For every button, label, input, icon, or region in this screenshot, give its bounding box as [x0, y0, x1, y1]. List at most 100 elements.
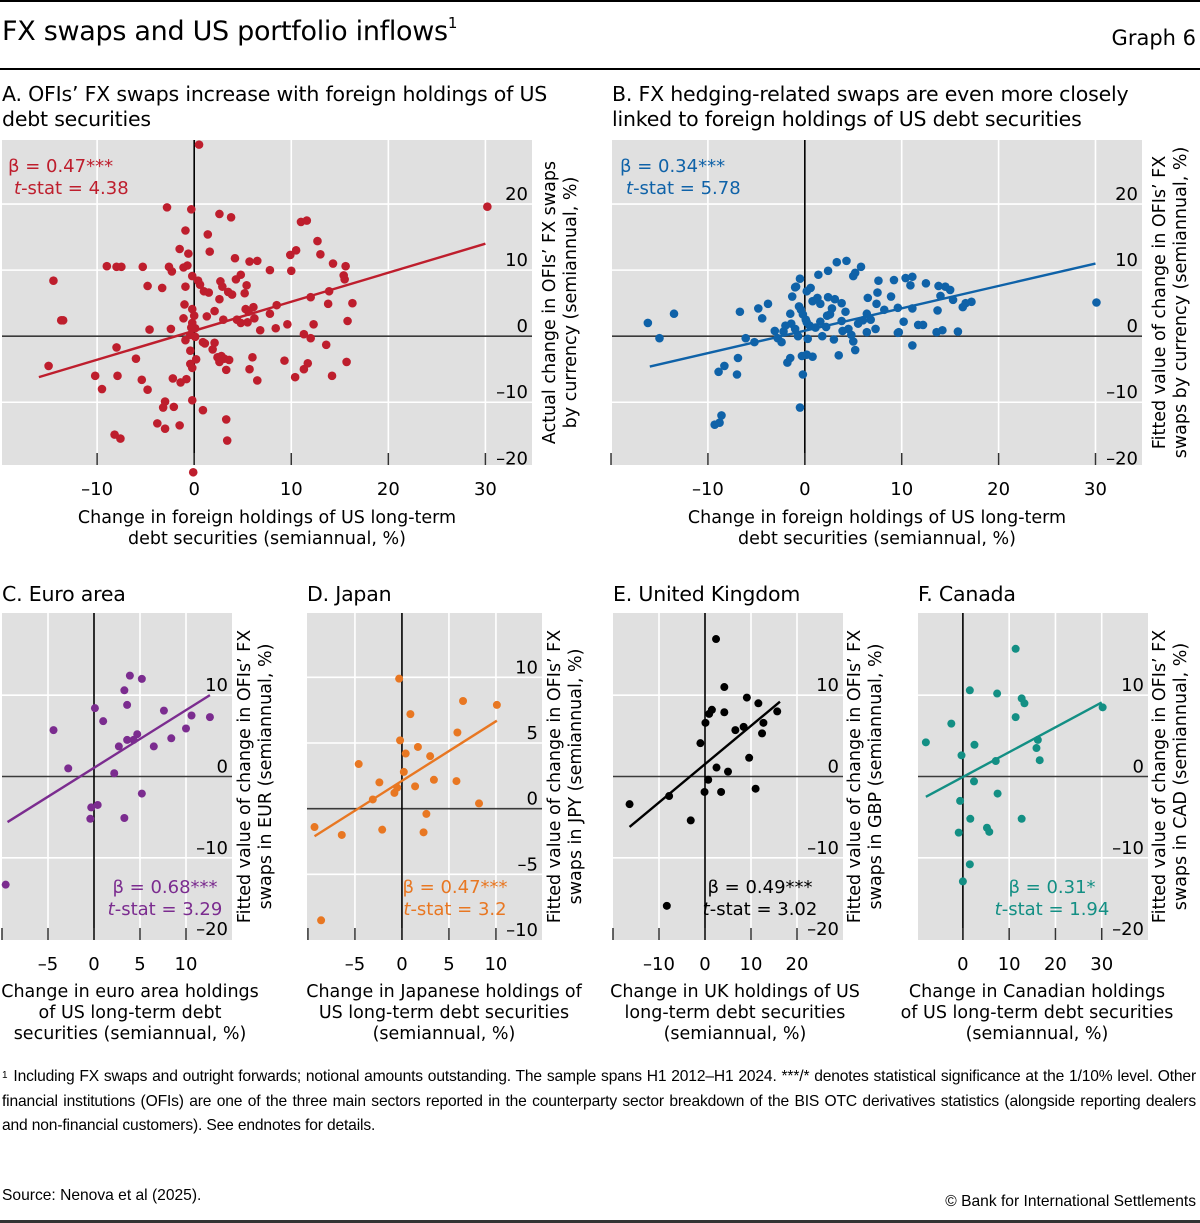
- x-tick-label: 10: [890, 479, 913, 500]
- data-point: [873, 288, 882, 297]
- data-point: [806, 283, 815, 293]
- x-tick-label: –10: [81, 479, 113, 500]
- data-point: [324, 286, 334, 296]
- data-point: [245, 364, 254, 374]
- data-point: [777, 337, 786, 347]
- data-point: [187, 271, 197, 281]
- data-point: [757, 314, 767, 323]
- data-point: [137, 674, 146, 683]
- data-point: [291, 246, 301, 255]
- data-point: [886, 292, 896, 301]
- data-point: [830, 294, 840, 304]
- data-point: [745, 753, 754, 762]
- data-point: [195, 280, 205, 289]
- x-axis-title-line: securities (semiannual, %): [14, 1024, 247, 1044]
- data-point: [131, 354, 141, 363]
- x-axis-title-line: (semiannual, %): [966, 1024, 1109, 1044]
- x-axis-title-line: (semiannual, %): [664, 1024, 807, 1044]
- data-point: [993, 689, 1002, 698]
- data-point: [686, 816, 695, 825]
- data-point: [669, 309, 679, 319]
- x-tick-label: 10: [175, 954, 198, 975]
- x-tick-label: 0: [699, 954, 710, 975]
- x-tick-label: –10: [692, 479, 724, 500]
- tstat-value: -stat = 1.94: [1002, 899, 1110, 920]
- tstat-italic-t: t: [14, 178, 22, 199]
- data-point: [832, 257, 842, 267]
- regression-line: [925, 701, 1103, 798]
- data-point: [354, 760, 363, 769]
- data-point: [137, 375, 147, 385]
- data-point: [957, 751, 966, 760]
- data-point: [110, 769, 119, 778]
- y-axis-title: Fitted value of change in OFIs’ FXswaps …: [545, 630, 586, 923]
- data-point: [227, 290, 237, 299]
- x-tick-label: 5: [443, 954, 454, 975]
- data-point: [230, 253, 240, 263]
- x-tick-label: –10: [643, 954, 675, 975]
- data-point: [313, 236, 322, 246]
- data-point: [936, 291, 945, 301]
- data-point: [921, 738, 930, 747]
- data-point: [821, 322, 831, 332]
- tstat-italic-t: t: [626, 178, 634, 199]
- data-point: [280, 356, 289, 365]
- x-axis-title-line: Change in foreign holdings of US long-te…: [688, 508, 1066, 528]
- data-point: [245, 257, 254, 266]
- x-axis-title-line: debt securities (semiannual, %): [128, 529, 406, 549]
- y-tick-label: –20: [196, 919, 228, 940]
- x-axis-title-line: Change in UK holdings of US: [610, 982, 860, 1002]
- data-point: [1020, 699, 1029, 708]
- data-point: [954, 828, 963, 837]
- data-point: [149, 742, 158, 751]
- data-point: [790, 283, 800, 292]
- data-point: [222, 436, 232, 445]
- data-point: [742, 693, 751, 702]
- x-tick-label: 0: [188, 479, 199, 500]
- panel-c-title: C. Euro area: [2, 582, 126, 607]
- data-point: [401, 749, 410, 758]
- data-point: [862, 327, 872, 337]
- y-tick-label: 20: [1115, 184, 1138, 205]
- data-point: [841, 307, 850, 317]
- data-point: [390, 788, 399, 797]
- data-point: [337, 830, 346, 839]
- panel-d: –5 0 5 10 10 5 0 –5 –10 β = 0.47***t-stat = 3.2 Fi…: [306, 613, 586, 1044]
- data-point: [252, 376, 262, 385]
- data-point: [1035, 756, 1044, 765]
- data-point: [93, 800, 102, 809]
- y-tick-label: –10: [196, 838, 228, 859]
- data-point: [302, 216, 312, 225]
- y-tick-label: 0: [1127, 316, 1138, 337]
- x-axis-title: Change in Japanese holdings of US long-te…: [306, 982, 582, 1044]
- data-point: [186, 323, 196, 332]
- data-point: [793, 331, 803, 341]
- graph-title: FX swaps and US portfolio inflows1: [2, 14, 457, 47]
- data-point: [811, 323, 820, 332]
- x-axis-title-line: US long-term debt securities: [319, 1003, 569, 1023]
- data-point: [285, 250, 295, 260]
- data-point: [712, 763, 721, 772]
- data-point: [226, 212, 236, 222]
- x-tick-label: 20: [377, 479, 400, 500]
- data-point: [848, 337, 858, 346]
- data-point: [399, 767, 408, 776]
- data-point: [204, 288, 214, 297]
- data-point: [205, 713, 214, 722]
- data-point: [763, 299, 773, 309]
- data-point: [114, 742, 123, 751]
- beta-label: β = 0.47***: [8, 156, 113, 177]
- data-point: [210, 306, 219, 316]
- y-axis-title-line: Fitted value of change in OFIs’ FX: [1150, 630, 1170, 923]
- tstat-label: t-stat = 5.78: [626, 178, 741, 199]
- data-point: [215, 209, 224, 219]
- data-point: [795, 403, 805, 412]
- data-point: [159, 706, 168, 715]
- data-point: [179, 314, 188, 323]
- panel-title-line: E. United Kingdom: [613, 582, 801, 606]
- data-point: [801, 315, 811, 324]
- y-axis-title-line: swaps in CAD (semiannual, %): [1171, 643, 1191, 910]
- panel-b-title: B. FX hedging-related swaps are even mor…: [612, 82, 1129, 132]
- x-axis-title-line: (semiannual, %): [373, 1024, 516, 1044]
- data-point: [411, 782, 420, 791]
